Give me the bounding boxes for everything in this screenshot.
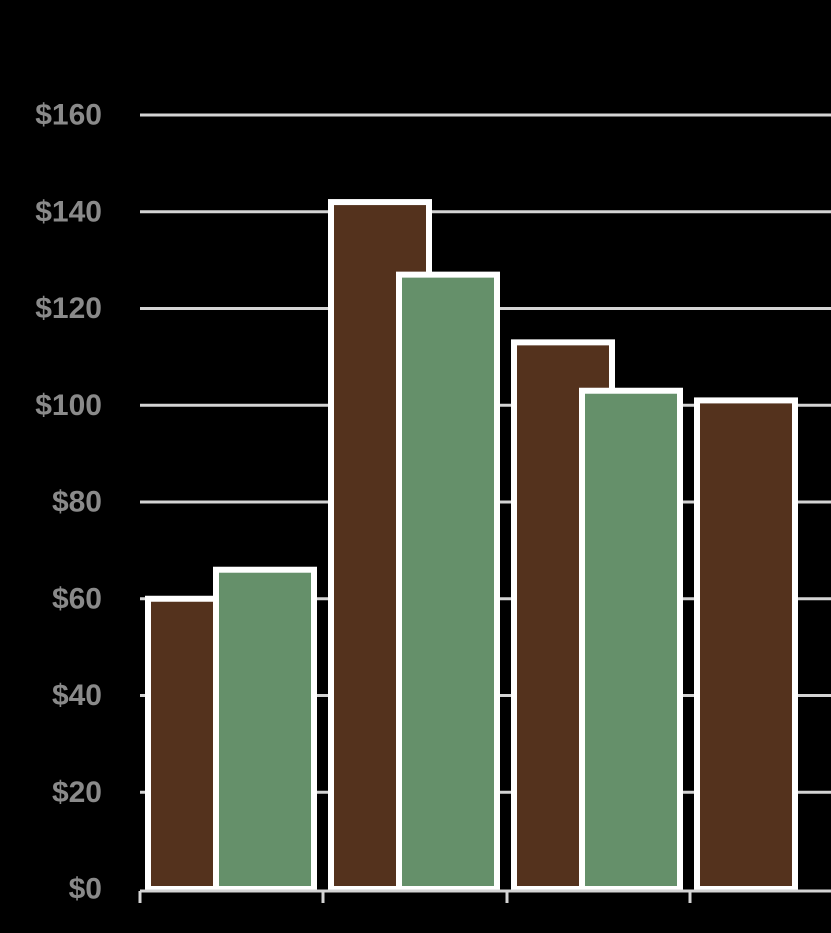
y-axis-tick-labels: $0 $20 $40 $60 $80 $100 $120 $140 $160 (35, 99, 102, 906)
bars (145, 199, 798, 892)
y-tick-label: $40 (52, 679, 102, 712)
y-tick-label: $20 (52, 776, 102, 809)
bar-series-2-category-3 (579, 387, 683, 892)
bar-series-2-category-1 (213, 566, 317, 892)
y-tick-label: $160 (35, 99, 102, 132)
y-tick-label: $100 (35, 389, 102, 422)
y-tick-label: $0 (69, 873, 102, 906)
bar-series-1-category-4 (694, 397, 798, 892)
x-axis (138, 889, 831, 903)
y-tick-label: $140 (35, 195, 102, 228)
y-tick-label: $80 (52, 486, 102, 519)
y-tick-label: $120 (35, 292, 102, 325)
y-tick-label: $60 (52, 582, 102, 615)
bar-series-2-category-2 (396, 271, 500, 892)
